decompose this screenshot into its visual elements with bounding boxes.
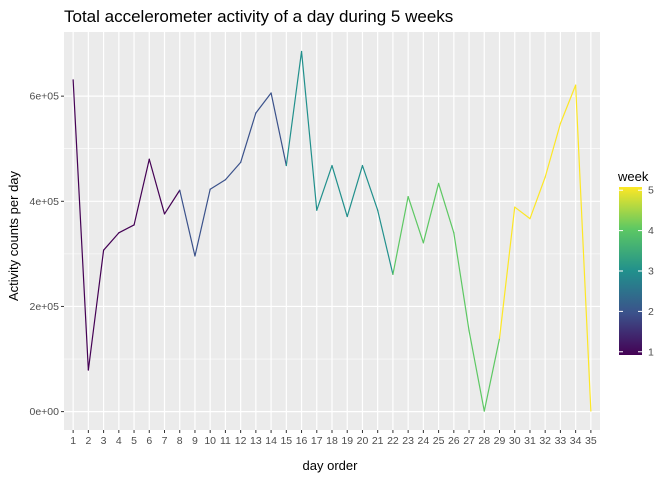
line-segment	[422, 182, 440, 244]
y-axis: 0e+00 2e+05 4e+05 6e+05	[30, 91, 64, 418]
line-segment	[437, 182, 455, 234]
line-segment	[559, 84, 577, 125]
x-tick-label: 19	[341, 435, 353, 447]
line-segment	[300, 50, 318, 211]
line-segment	[498, 206, 516, 340]
legend-label: 2	[648, 306, 654, 318]
x-tick-label: 28	[478, 435, 490, 447]
y-tick-label: 6e+05	[30, 91, 60, 103]
line-segment	[331, 164, 348, 218]
line-segment	[133, 158, 150, 226]
line-segment	[575, 84, 592, 412]
x-tick-label: 16	[296, 435, 308, 447]
x-tick-label: 30	[509, 435, 521, 447]
x-tick-label: 23	[402, 435, 414, 447]
x-tick-label: 1	[70, 435, 76, 447]
y-axis-title: Activity counts per day	[6, 170, 21, 301]
line-segment	[270, 92, 287, 167]
line-segment	[407, 195, 424, 244]
line-segment	[392, 195, 409, 275]
x-tick-label: 15	[280, 435, 292, 447]
line-segment	[529, 176, 546, 220]
line-segment	[316, 164, 333, 211]
x-tick-label: 33	[555, 435, 567, 447]
line-segment	[346, 164, 364, 218]
x-tick-label: 25	[433, 435, 445, 447]
x-tick-label: 10	[204, 435, 216, 447]
line-segment	[285, 50, 303, 167]
activity-line	[72, 50, 592, 412]
x-tick-label: 31	[524, 435, 536, 447]
legend-title: week	[617, 169, 649, 184]
x-tick-label: 22	[387, 435, 399, 447]
legend: week 1 2 3 4 5	[617, 169, 654, 358]
x-tick-label: 32	[539, 435, 551, 447]
line-segment	[87, 249, 105, 371]
x-tick-label: 3	[101, 435, 107, 447]
line-segment	[209, 179, 227, 190]
line-segment	[102, 232, 120, 251]
legend-label: 1	[648, 346, 654, 358]
y-tick-label: 2e+05	[30, 301, 60, 313]
legend-ticks: 1 2 3 4 5	[619, 185, 654, 358]
line-segment	[118, 224, 135, 234]
line-segment	[483, 337, 501, 412]
x-tick-label: 6	[146, 435, 152, 447]
x-axis-title: day order	[303, 458, 359, 473]
line-segment	[224, 161, 242, 181]
x-tick-label: 5	[131, 435, 137, 447]
line-segment	[514, 206, 531, 220]
x-tick-label: 29	[494, 435, 506, 447]
x-tick-label: 35	[585, 435, 597, 447]
line-segment	[148, 158, 166, 215]
x-tick-label: 12	[235, 435, 247, 447]
chart-title: Total accelerometer activity of a day du…	[64, 7, 453, 26]
line-segment	[163, 189, 181, 215]
x-tick-label: 4	[116, 435, 122, 447]
line-segment	[468, 330, 485, 412]
x-tick-label: 17	[311, 435, 323, 447]
line-segment	[255, 92, 272, 114]
x-tick-label: 8	[177, 435, 183, 447]
legend-label: 4	[648, 225, 654, 237]
x-tick-label: 14	[265, 435, 277, 447]
line-segment	[72, 79, 89, 371]
line-segment	[240, 112, 257, 163]
x-tick-label: 21	[372, 435, 384, 447]
y-tick-label: 4e+05	[30, 196, 60, 208]
line-segment	[544, 122, 562, 178]
legend-colorbar	[619, 187, 642, 355]
x-axis: 1 2 3 4 5 6 7 8 9 10 11 12 13 14 15 16 17 18 19 20 21 22 23 24 2…	[70, 430, 597, 447]
x-tick-label: 2	[85, 435, 91, 447]
line-segment	[194, 188, 211, 257]
x-tick-label: 18	[326, 435, 338, 447]
line-segment	[453, 232, 470, 332]
x-tick-label: 11	[220, 435, 231, 447]
x-tick-label: 7	[162, 435, 168, 447]
y-tick-label: 0e+00	[30, 406, 60, 418]
legend-label: 3	[648, 266, 654, 278]
line-segment	[361, 164, 379, 211]
x-tick-label: 26	[448, 435, 460, 447]
x-tick-label: 9	[192, 435, 198, 447]
x-tick-label: 27	[463, 435, 475, 447]
line-segment	[377, 209, 394, 275]
legend-label: 5	[648, 185, 654, 197]
x-tick-label: 13	[250, 435, 262, 447]
line-segment	[179, 189, 196, 257]
x-tick-label: 20	[357, 435, 369, 447]
x-tick-label: 34	[570, 435, 582, 447]
x-tick-label: 24	[418, 435, 430, 447]
major-gridlines	[64, 32, 600, 430]
